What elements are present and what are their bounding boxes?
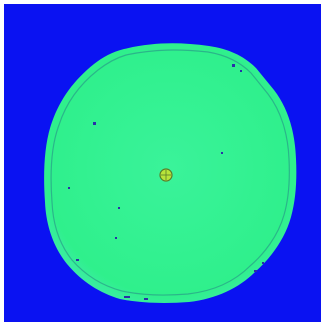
defect-speck xyxy=(124,296,130,298)
defect-speck xyxy=(118,207,120,209)
defect-speck xyxy=(232,64,235,67)
defect-speck xyxy=(68,187,70,189)
defect-specks xyxy=(68,64,264,300)
defect-speck xyxy=(254,270,257,272)
image-frame xyxy=(4,4,321,322)
edge-ring xyxy=(50,49,290,296)
defect-speck xyxy=(115,237,117,239)
defect-speck xyxy=(262,262,264,264)
wafer-map xyxy=(4,4,321,322)
defect-speck xyxy=(76,259,79,261)
defect-speck xyxy=(221,152,223,154)
defect-speck xyxy=(240,70,242,72)
defect-speck xyxy=(93,122,96,125)
defect-speck xyxy=(144,298,148,300)
